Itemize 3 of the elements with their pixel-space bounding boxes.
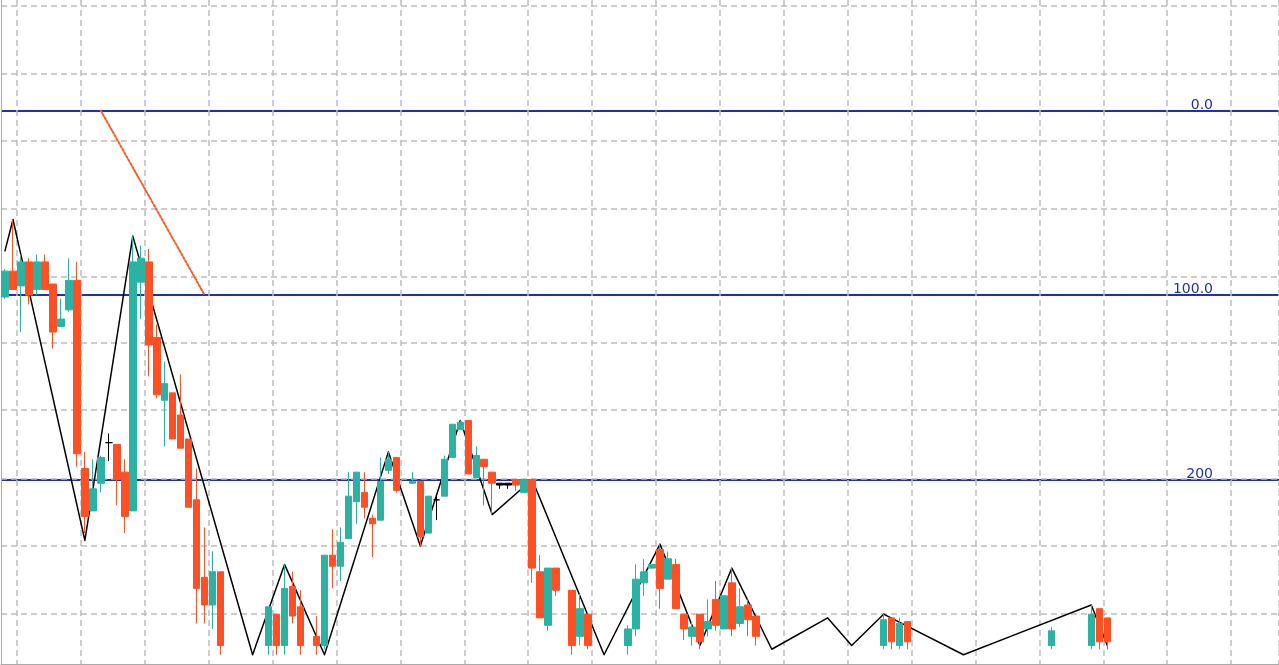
y-tick-label: 200 xyxy=(1186,464,1213,481)
y-tick-label: 0.0 xyxy=(1190,95,1213,112)
y-tick-label: 100.0 xyxy=(1172,280,1213,297)
